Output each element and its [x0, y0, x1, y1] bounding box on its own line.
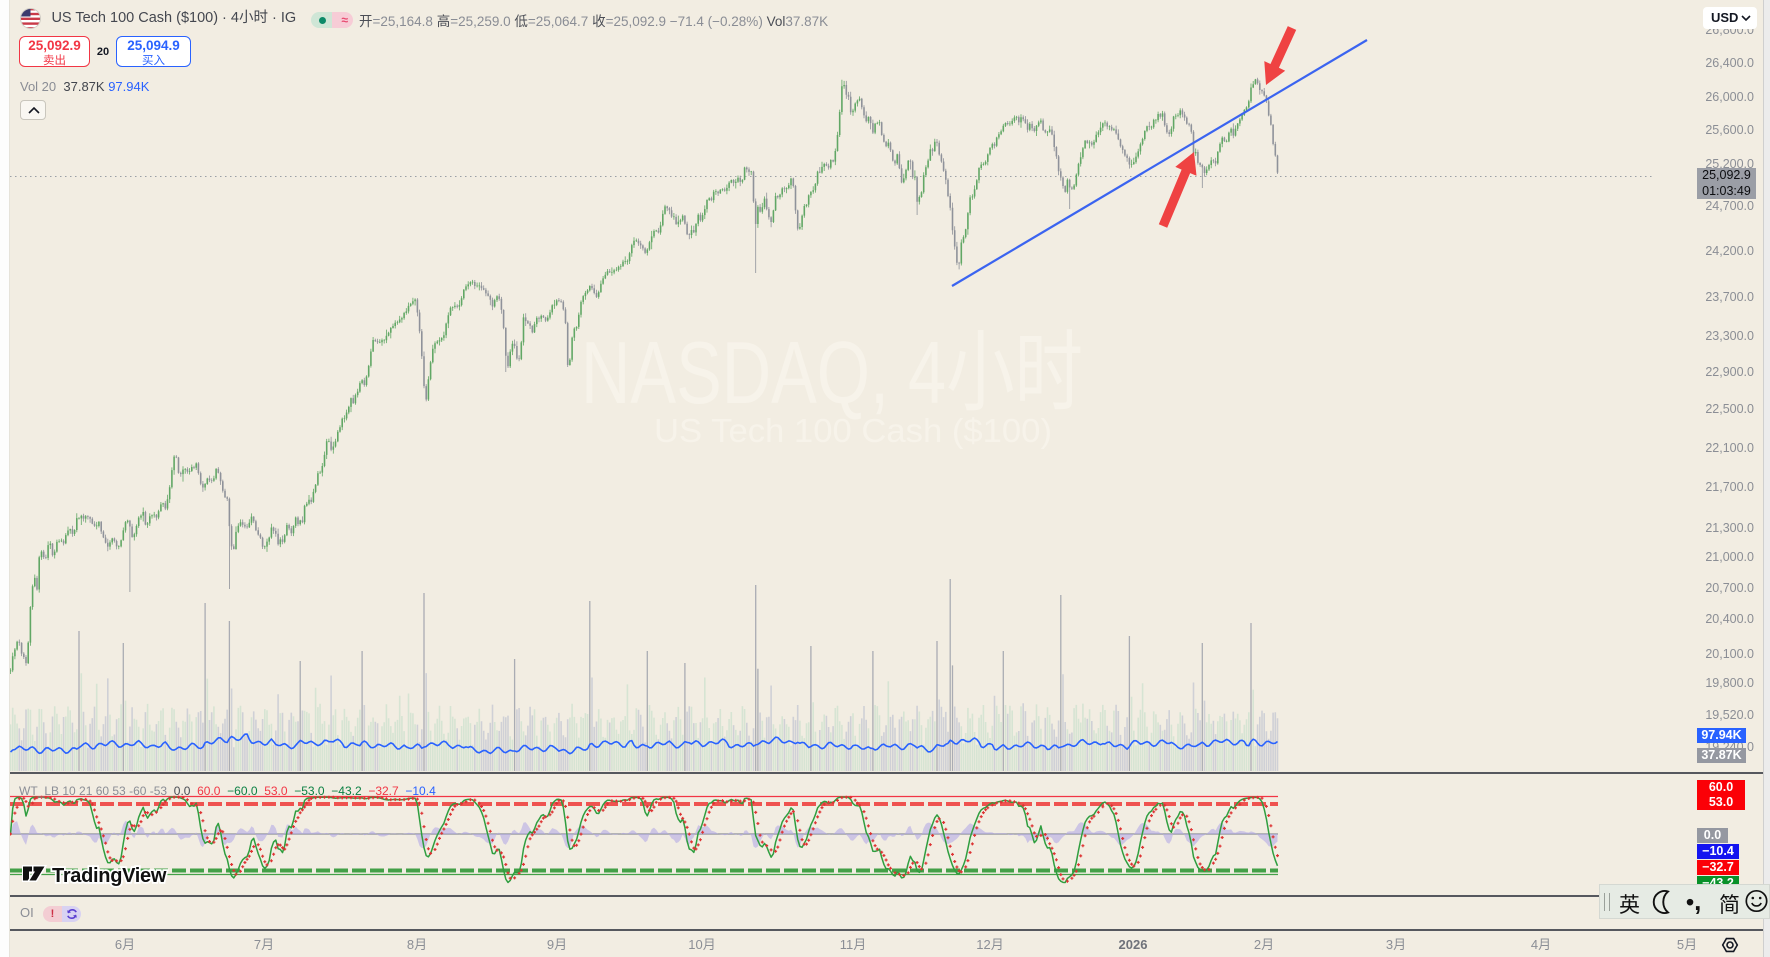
svg-text:TradingView: TradingView [52, 865, 167, 887]
svg-text:10月: 10月 [688, 937, 715, 952]
svg-text:4月: 4月 [1531, 937, 1551, 952]
svg-text:2月: 2月 [1254, 937, 1274, 952]
svg-text:11月: 11月 [840, 937, 867, 952]
svg-text:8月: 8月 [407, 937, 427, 952]
svg-text:2026: 2026 [1119, 937, 1148, 952]
svg-text:US Tech 100 Cash ($100): US Tech 100 Cash ($100) [654, 412, 1052, 449]
svg-text:3月: 3月 [1386, 937, 1406, 952]
svg-text:NASDAQ, 4小时: NASDAQ, 4小时 [581, 323, 1083, 422]
svg-text:6月: 6月 [115, 937, 135, 952]
svg-text:12月: 12月 [976, 937, 1003, 952]
svg-text:7月: 7月 [254, 937, 274, 952]
svg-text:5月: 5月 [1677, 937, 1697, 952]
svg-text:9月: 9月 [547, 937, 567, 952]
